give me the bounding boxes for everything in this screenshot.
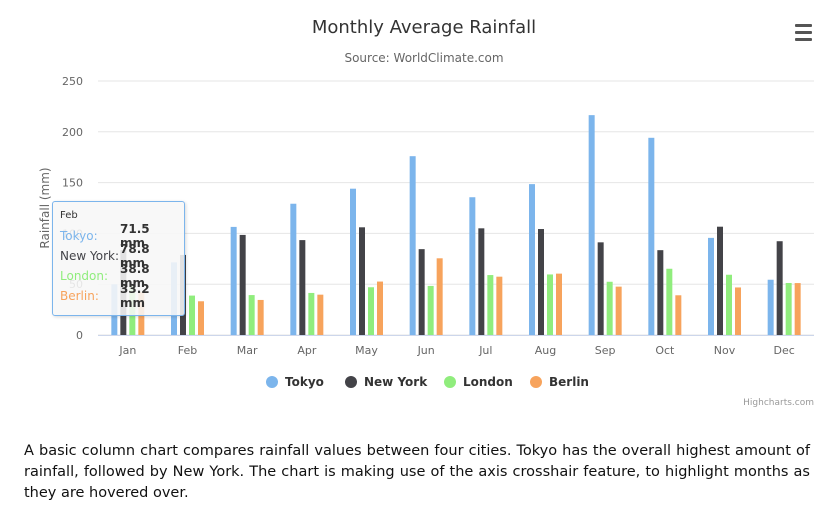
legend-item-tokyo[interactable]: Tokyo <box>266 375 324 389</box>
legend-label: London <box>463 375 513 389</box>
bar-new-york-apr[interactable] <box>299 240 306 335</box>
chart-subtitle: Source: WorldClimate.com <box>344 51 503 65</box>
bar-tokyo-jun[interactable] <box>409 156 416 335</box>
bar-berlin-jul[interactable] <box>496 276 503 335</box>
hamburger-menu-icon[interactable] <box>790 20 816 44</box>
bar-london-aug[interactable] <box>547 274 553 335</box>
tooltip-series-value: 78.8 mm <box>120 242 150 270</box>
x-tick-label: Nov <box>714 344 736 357</box>
bar-tokyo-oct[interactable] <box>648 137 655 335</box>
legend-item-new-york[interactable]: New York <box>345 375 428 389</box>
tooltip-series-name: London: <box>60 269 109 283</box>
legend-marker <box>266 376 278 388</box>
x-tick-label: Dec <box>774 344 795 357</box>
bar-layer <box>111 115 801 335</box>
chart-tooltip: Feb Tokyo: 71.5 mm New York: 78.8 mm Lon… <box>52 201 185 316</box>
y-tick-label: 150 <box>62 177 83 190</box>
menu-line <box>794 24 812 27</box>
bar-berlin-dec[interactable] <box>794 283 801 335</box>
legend-marker <box>530 376 542 388</box>
bar-london-sep[interactable] <box>606 281 613 335</box>
bar-london-may[interactable] <box>368 287 374 335</box>
x-tick-label: Jun <box>417 344 435 357</box>
bar-london-jul[interactable] <box>487 275 494 335</box>
tooltip-row-berlin: Berlin: 33.2 mm <box>60 282 177 310</box>
bar-london-apr[interactable] <box>308 292 315 335</box>
menu-line <box>794 38 812 41</box>
bar-new-york-oct[interactable] <box>657 250 664 335</box>
bar-berlin-apr[interactable] <box>317 294 324 335</box>
tooltip-series-name: Tokyo: <box>60 229 98 243</box>
bar-berlin-mar[interactable] <box>257 299 264 335</box>
tooltip-series-name: Berlin: <box>60 289 99 303</box>
bar-tokyo-may[interactable] <box>350 188 356 335</box>
tooltip-title: Feb <box>60 210 78 221</box>
menu-line <box>794 31 812 34</box>
x-tick-label: Jan <box>118 344 136 357</box>
bar-new-york-sep[interactable] <box>597 242 604 335</box>
legend-label: Tokyo <box>285 375 324 389</box>
tooltip-series-value: 71.5 mm <box>120 222 150 250</box>
x-tick-label: May <box>355 344 378 357</box>
legend-label: New York <box>364 375 428 389</box>
bar-new-york-aug[interactable] <box>538 229 544 335</box>
y-tick-label: 250 <box>62 75 83 88</box>
y-tick-label: 0 <box>76 329 83 342</box>
credits-link[interactable]: Highcharts.com <box>743 398 814 408</box>
bar-new-york-mar[interactable] <box>239 234 246 335</box>
legend-layer: Tokyo New York London Berlin <box>266 375 589 389</box>
bar-london-mar[interactable] <box>248 295 255 335</box>
legend-marker <box>345 376 357 388</box>
bar-london-dec[interactable] <box>785 282 792 335</box>
tooltip-row-london: London: 38.8 mm <box>60 262 177 290</box>
legend-marker <box>444 376 456 388</box>
bar-new-york-jun[interactable] <box>418 249 425 335</box>
bar-tokyo-apr[interactable] <box>290 203 297 335</box>
bar-berlin-jun[interactable] <box>436 258 443 335</box>
bar-tokyo-aug[interactable] <box>529 184 535 335</box>
bar-berlin-sep[interactable] <box>615 286 622 335</box>
bar-new-york-dec[interactable] <box>776 241 783 335</box>
bar-berlin-aug[interactable] <box>556 273 562 335</box>
bar-berlin-may[interactable] <box>377 281 383 335</box>
x-tick-label: Oct <box>655 344 675 357</box>
grid-layer <box>98 80 814 336</box>
x-tick-label: Mar <box>237 344 258 357</box>
bar-tokyo-sep[interactable] <box>588 115 595 335</box>
bar-berlin-feb[interactable] <box>198 301 204 335</box>
bar-london-jun[interactable] <box>427 285 434 335</box>
bar-tokyo-nov[interactable] <box>708 237 714 335</box>
bar-berlin-nov[interactable] <box>735 287 741 335</box>
tooltip-row-tokyo: Tokyo: 71.5 mm <box>60 222 177 250</box>
legend-item-london[interactable]: London <box>444 375 513 389</box>
chart-title: Monthly Average Rainfall <box>312 17 536 38</box>
tooltip-row-new-york: New York: 78.8 mm <box>60 242 177 270</box>
bar-london-feb[interactable] <box>189 295 195 335</box>
x-tick-label: Sep <box>595 344 616 357</box>
bar-new-york-jul[interactable] <box>478 228 485 335</box>
chart-description: A basic column chart compares rainfall v… <box>24 442 810 501</box>
bar-tokyo-mar[interactable] <box>230 226 237 335</box>
bar-new-york-nov[interactable] <box>717 226 723 335</box>
bar-tokyo-jul[interactable] <box>469 197 476 335</box>
x-tick-label: Apr <box>297 344 317 357</box>
legend-item-berlin[interactable]: Berlin <box>530 375 589 389</box>
bar-tokyo-dec[interactable] <box>767 279 774 335</box>
tooltip-series-value: 38.8 mm <box>120 262 150 290</box>
bar-london-nov[interactable] <box>726 274 732 335</box>
legend-label: Berlin <box>549 375 589 389</box>
x-tick-label: Aug <box>535 344 556 357</box>
tooltip-series-value: 33.2 mm <box>120 282 150 310</box>
y-axis-title: Rainfall (mm) <box>38 167 52 248</box>
bar-london-oct[interactable] <box>666 268 673 335</box>
y-tick-label: 200 <box>62 126 83 139</box>
x-tick-label: Jul <box>478 344 492 357</box>
bar-berlin-oct[interactable] <box>675 295 682 335</box>
x-tick-label: Feb <box>178 344 197 357</box>
bar-new-york-may[interactable] <box>359 227 365 335</box>
tooltip-series-name: New York: <box>60 249 119 263</box>
chart-container: 050100150200250JanFebMarAprMayJunJulAugS… <box>38 17 816 408</box>
